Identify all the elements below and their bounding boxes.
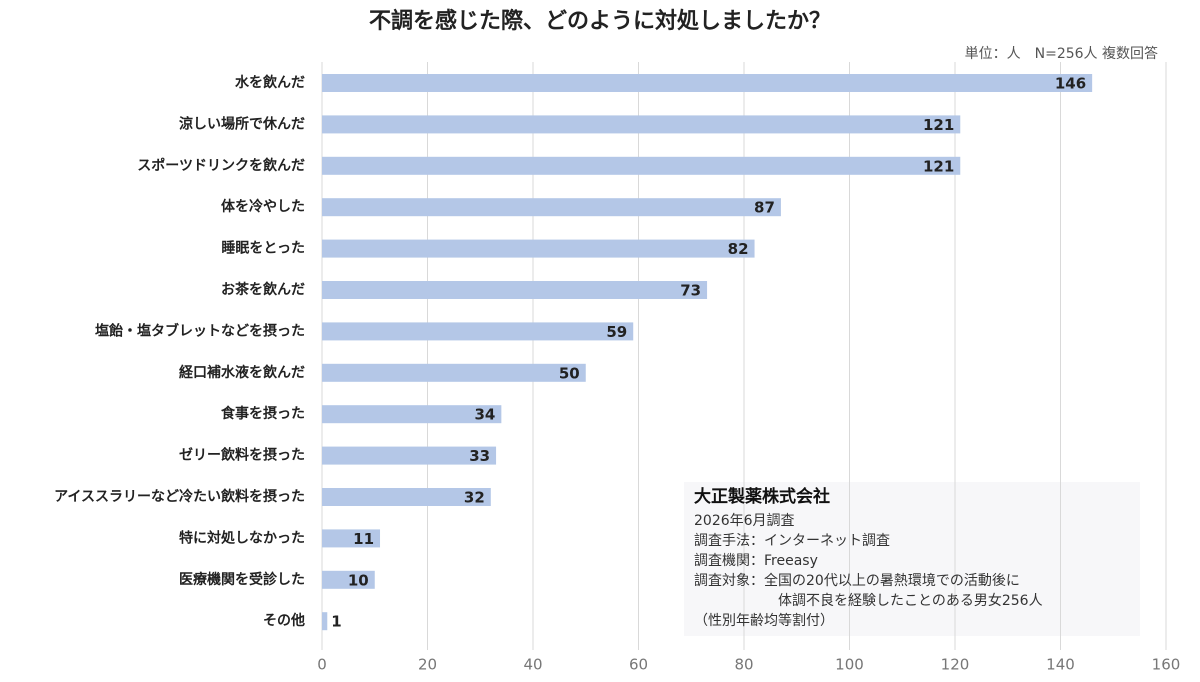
y-tick-label: スポーツドリンクを飲んだ	[137, 157, 305, 174]
y-tick-label: 体を冷やした	[221, 198, 305, 215]
bar	[322, 322, 634, 341]
data-label: 121	[923, 157, 954, 175]
data-label: 33	[469, 447, 490, 465]
bar	[322, 488, 491, 506]
y-tick-label: ゼリー飲料を摂った	[179, 447, 305, 464]
chart-subtitle: 単位：人 N=256人 複数回答	[965, 45, 1158, 62]
annotation-line: 調査機関：Freeasy	[694, 553, 818, 569]
data-label: 87	[754, 199, 775, 217]
data-label: 82	[728, 240, 749, 258]
data-label: 73	[680, 282, 701, 300]
x-tick-label: 140	[1046, 656, 1075, 674]
annotation-line: 調査対象：全国の20代以上の暑熱環境での活動後に	[694, 572, 1020, 589]
annotation-line: 大正製薬株式会社	[694, 486, 830, 507]
bar	[322, 198, 781, 217]
annotation-box	[684, 482, 1140, 636]
x-tick-label: 60	[629, 656, 648, 674]
data-label: 146	[1055, 75, 1086, 93]
x-tick-label: 0	[317, 656, 327, 674]
bar	[322, 156, 961, 175]
bar	[322, 529, 381, 548]
y-tick-label: 塩飴・塩タブレットなどを摂った	[95, 322, 305, 339]
x-tick-label: 20	[418, 656, 437, 674]
x-tick-label: 120	[941, 656, 970, 674]
annotation-line: 調査手法：インターネット調査	[694, 533, 890, 549]
y-tick-label: お茶を飲んだ	[221, 281, 305, 298]
x-tick-label: 80	[734, 656, 753, 674]
y-tick-label: アイススラリーなど冷たい飲料を摂った	[54, 488, 305, 505]
y-tick-label: 食事を摂った	[221, 405, 305, 422]
bar	[322, 363, 586, 382]
bar	[322, 405, 502, 424]
data-label: 59	[606, 323, 627, 341]
data-label: 34	[474, 406, 495, 424]
bar	[322, 281, 708, 299]
bar	[322, 74, 1093, 92]
bar	[322, 570, 375, 589]
annotation-line: （性別年齢均等割付）	[694, 612, 834, 629]
data-label: 121	[923, 116, 954, 134]
data-label: 50	[559, 364, 580, 382]
bar	[322, 239, 755, 258]
x-tick-label: 40	[523, 656, 542, 674]
y-tick-label: 涼しい場所で休んだ	[179, 115, 305, 132]
data-label: 10	[348, 571, 369, 589]
chart-title: 不調を感じた際、どのように対処しましたか？	[369, 8, 831, 34]
annotation-line: 2026年6月調査	[694, 513, 795, 529]
data-label: 11	[353, 530, 374, 548]
y-tick-label: その他	[263, 612, 305, 629]
y-tick-label: 経口補水液を飲んだ	[179, 364, 305, 381]
x-tick-label: 160	[1152, 656, 1181, 674]
bar	[322, 446, 497, 465]
bar	[322, 115, 961, 134]
data-label: 32	[464, 489, 485, 507]
annotation-line: 体調不良を経験したことのある男女256人	[778, 592, 1043, 609]
y-tick-label: 水を飲んだ	[235, 74, 305, 91]
x-tick-label: 100	[835, 656, 864, 674]
data-label: 1	[331, 613, 341, 631]
y-tick-label: 睡眠をとった	[221, 241, 305, 257]
bar	[322, 612, 328, 631]
y-tick-label: 特に対処しなかった	[179, 529, 305, 546]
y-tick-label: 医療機関を受診した	[179, 571, 305, 588]
